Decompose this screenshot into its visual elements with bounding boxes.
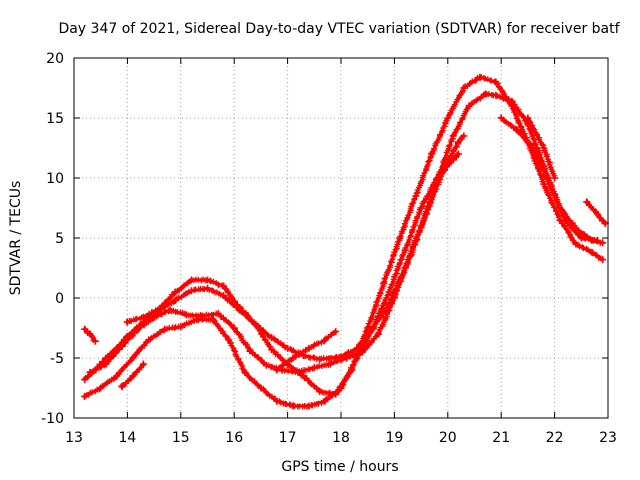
series-markers bbox=[82, 326, 97, 344]
data-series bbox=[81, 73, 609, 410]
series-track-2 bbox=[86, 132, 468, 376]
x-tick-label: 22 bbox=[546, 430, 564, 446]
y-tick-label: 20 bbox=[46, 51, 64, 67]
series-markers bbox=[118, 362, 146, 390]
series-track-6 bbox=[524, 114, 559, 182]
series-markers bbox=[86, 134, 465, 376]
series-markers bbox=[498, 114, 598, 244]
x-tick-label: 23 bbox=[599, 430, 617, 446]
series-track-1 bbox=[81, 90, 607, 384]
series-markers bbox=[123, 74, 604, 398]
axes: 13 14 15 16 17 18 19 20 21 22 23 -10 -5 0 5 10 15 20 bbox=[41, 51, 617, 446]
y-tick-label: -10 bbox=[41, 411, 64, 427]
series-markers bbox=[524, 115, 558, 179]
x-tick-label: 18 bbox=[332, 430, 350, 446]
y-tick-label: 0 bbox=[55, 291, 64, 307]
y-axis-title: SDTVAR / TECUs bbox=[8, 181, 24, 296]
plot-frame bbox=[73, 57, 609, 419]
y-tick-label: -5 bbox=[50, 351, 64, 367]
chart-title: Day 347 of 2021, Sidereal Day-to-day VTE… bbox=[58, 21, 620, 37]
series-track-9 bbox=[273, 328, 340, 374]
series-track-10 bbox=[118, 360, 147, 391]
x-tick-label: 14 bbox=[118, 430, 136, 446]
x-tick-label: 15 bbox=[172, 430, 190, 446]
x-tick-label: 20 bbox=[439, 430, 457, 446]
y-tick-label: 15 bbox=[46, 111, 64, 127]
series-track-5 bbox=[497, 114, 601, 244]
series-track-7 bbox=[583, 198, 609, 228]
data-point bbox=[454, 150, 462, 158]
x-tick-label: 16 bbox=[225, 430, 243, 446]
data-point bbox=[139, 360, 147, 368]
x-tick-label: 17 bbox=[279, 430, 297, 446]
y-tick-label: 5 bbox=[55, 231, 64, 247]
x-tick-label: 13 bbox=[65, 430, 83, 446]
series-markers bbox=[584, 198, 608, 226]
x-tick-label: 21 bbox=[492, 430, 510, 446]
x-axis-title: GPS time / hours bbox=[281, 459, 398, 475]
x-tick-label: 19 bbox=[385, 430, 403, 446]
y-tick-label: 10 bbox=[46, 171, 64, 187]
series-track-8 bbox=[81, 325, 99, 345]
grid bbox=[74, 58, 608, 418]
series-markers bbox=[273, 329, 337, 373]
